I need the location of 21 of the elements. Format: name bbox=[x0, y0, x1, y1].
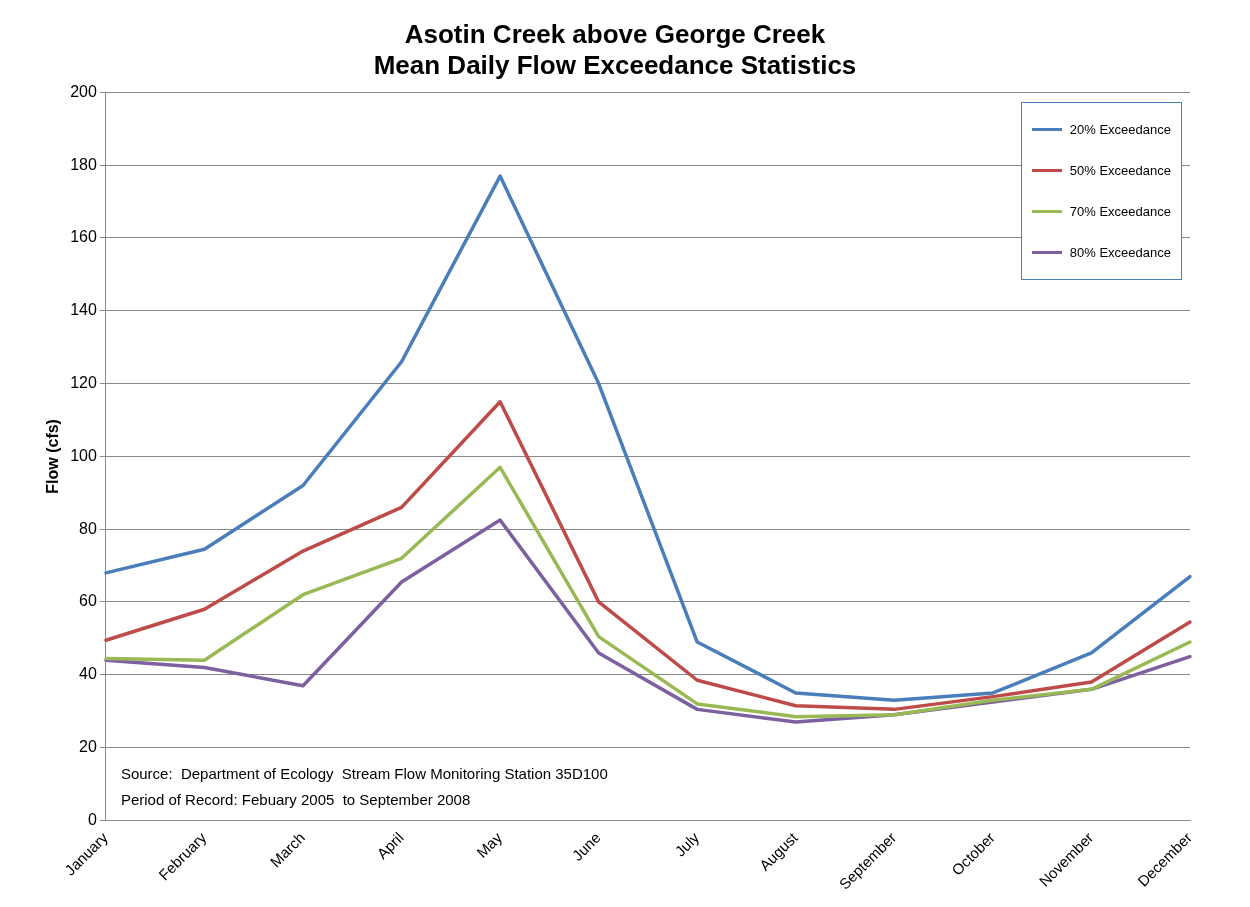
legend-label: 80% Exceedance bbox=[1069, 245, 1171, 261]
y-tick-label: 200 bbox=[70, 82, 97, 100]
annotation: Period of Record: Febuary 2005 to September 2008 bbox=[120, 790, 471, 808]
y-tick-label: 100 bbox=[70, 446, 97, 464]
y-tick-label: 80 bbox=[79, 519, 97, 537]
y-tick-label: 0 bbox=[87, 810, 97, 828]
y-tick-label: 120 bbox=[70, 374, 97, 391]
y-tick-label: 40 bbox=[79, 665, 97, 683]
legend-label: 50% Exceedance bbox=[1069, 163, 1171, 179]
legend-label: 70% Exceedance bbox=[1069, 204, 1171, 220]
x-tick-label: July bbox=[671, 828, 703, 860]
y-tick-label: 20 bbox=[79, 738, 97, 755]
x-tick-label: May bbox=[473, 828, 506, 861]
y-tick-label: 180 bbox=[70, 155, 97, 173]
legend-label: 20% Exceedance bbox=[1069, 122, 1171, 138]
annotation: Source: Department of Ecology Stream Flow Monitoring Station 35D100 bbox=[120, 764, 608, 782]
y-tick-label: 140 bbox=[70, 301, 97, 319]
y-axis-title: Flow (cfs) bbox=[44, 419, 62, 494]
y-tick-label: 160 bbox=[70, 228, 97, 246]
y-tick-label: 60 bbox=[79, 592, 97, 610]
chart-title: Asotin Creek above George Creek Mean Daily Flow Exceedance Statistics bbox=[373, 18, 857, 80]
